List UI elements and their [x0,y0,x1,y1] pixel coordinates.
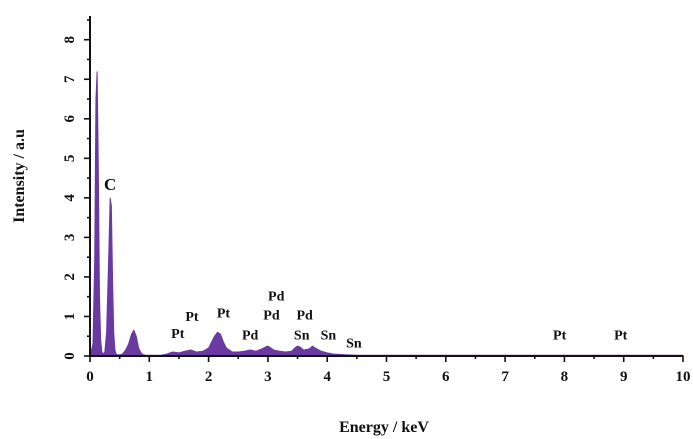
x-tick-label: 0 [86,369,94,385]
y-axis-ticks: 0 1 2 3 4 5 6 7 8 [62,19,90,360]
x-tick-label: 4 [323,369,331,385]
spectrum-area-0 [89,71,684,357]
peak-label-sn: Sn [294,328,310,343]
x-axis-title: Energy / keV [339,419,429,436]
peak-label-pd: Pd [268,290,285,305]
peak-label-pd: Pd [263,309,280,324]
y-tick-label: 8 [62,36,78,44]
peak-label-sn: Sn [321,328,337,343]
y-tick-label: 2 [62,273,78,281]
x-tick-label: 9 [620,369,628,385]
x-tick-label: 6 [442,369,450,385]
x-tick-label: 7 [501,369,509,385]
x-tick-label: 10 [676,369,691,385]
x-tick-label: 2 [205,369,213,385]
peak-label-pt: Pt [614,328,628,343]
peak-label-c: C [104,175,116,194]
y-tick-label: 1 [62,313,78,321]
peak-label-pt: Pt [553,328,567,343]
plot-area [89,71,684,357]
x-tick-label: 5 [383,369,391,385]
y-tick-label: 6 [62,115,78,123]
x-axis-ticks: 0 1 2 3 4 5 6 7 8 9 10 [86,356,691,385]
x-tick-label: 3 [264,369,272,385]
y-tick-label: 4 [62,194,78,202]
y-tick-label: 3 [62,234,78,242]
peak-label-pt: Pt [217,306,231,321]
axes [89,16,683,357]
peak-label-pd: Pd [296,309,313,324]
peak-label-pd: Pd [242,328,259,343]
x-tick-label: 8 [561,369,569,385]
peak-label-sn: Sn [346,336,362,351]
y-axis-title: Intensity / a.u [11,129,28,223]
y-tick-label: 5 [62,155,78,163]
y-tick-label: 0 [62,352,78,360]
y-tick-label: 7 [62,75,78,83]
peak-label-pt: Pt [185,310,199,325]
peak-label-pt: Pt [171,327,185,342]
x-tick-label: 1 [146,369,154,385]
